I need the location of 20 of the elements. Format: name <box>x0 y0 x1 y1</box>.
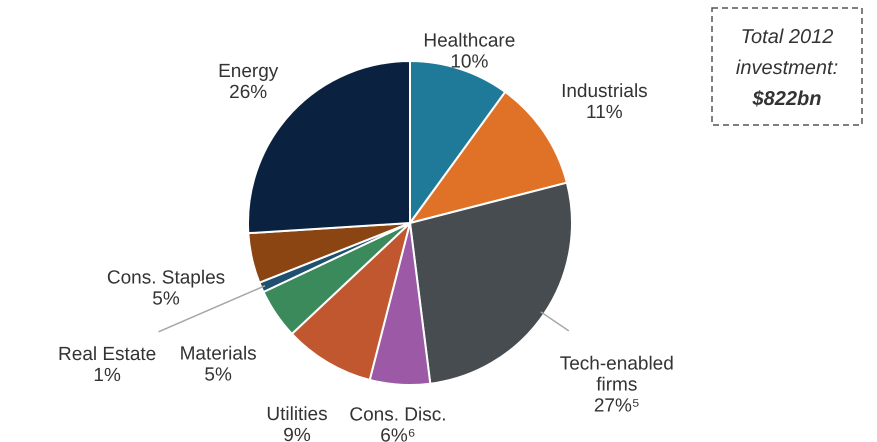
data-label: 9% <box>283 425 311 442</box>
data-label: 6%⁶ <box>380 426 416 442</box>
text: $822bn <box>752 88 822 110</box>
slice-label: Real Estate <box>58 344 156 366</box>
data-label: 26% <box>229 82 268 104</box>
text: Total 2012 investment: <box>736 26 838 79</box>
slice-label: Materials <box>180 343 257 364</box>
slice-label: Tech-enabled firms <box>560 354 674 396</box>
slice-label: Healthcare <box>423 30 516 52</box>
slice-label: Cons. Disc. <box>349 404 447 426</box>
data-label: 5% <box>204 364 232 386</box>
data-label: 5% <box>152 288 180 310</box>
data-label: 27%⁵ <box>594 396 640 417</box>
slice-label: Energy <box>218 61 279 82</box>
slice-label: Utilities <box>266 404 328 426</box>
data-label: 1% <box>93 365 121 386</box>
slice-label: Industrials <box>561 80 648 102</box>
slice-label: Cons. Staples <box>106 268 226 289</box>
data-label: 11% <box>586 102 623 123</box>
data-label: 10% <box>450 51 488 72</box>
